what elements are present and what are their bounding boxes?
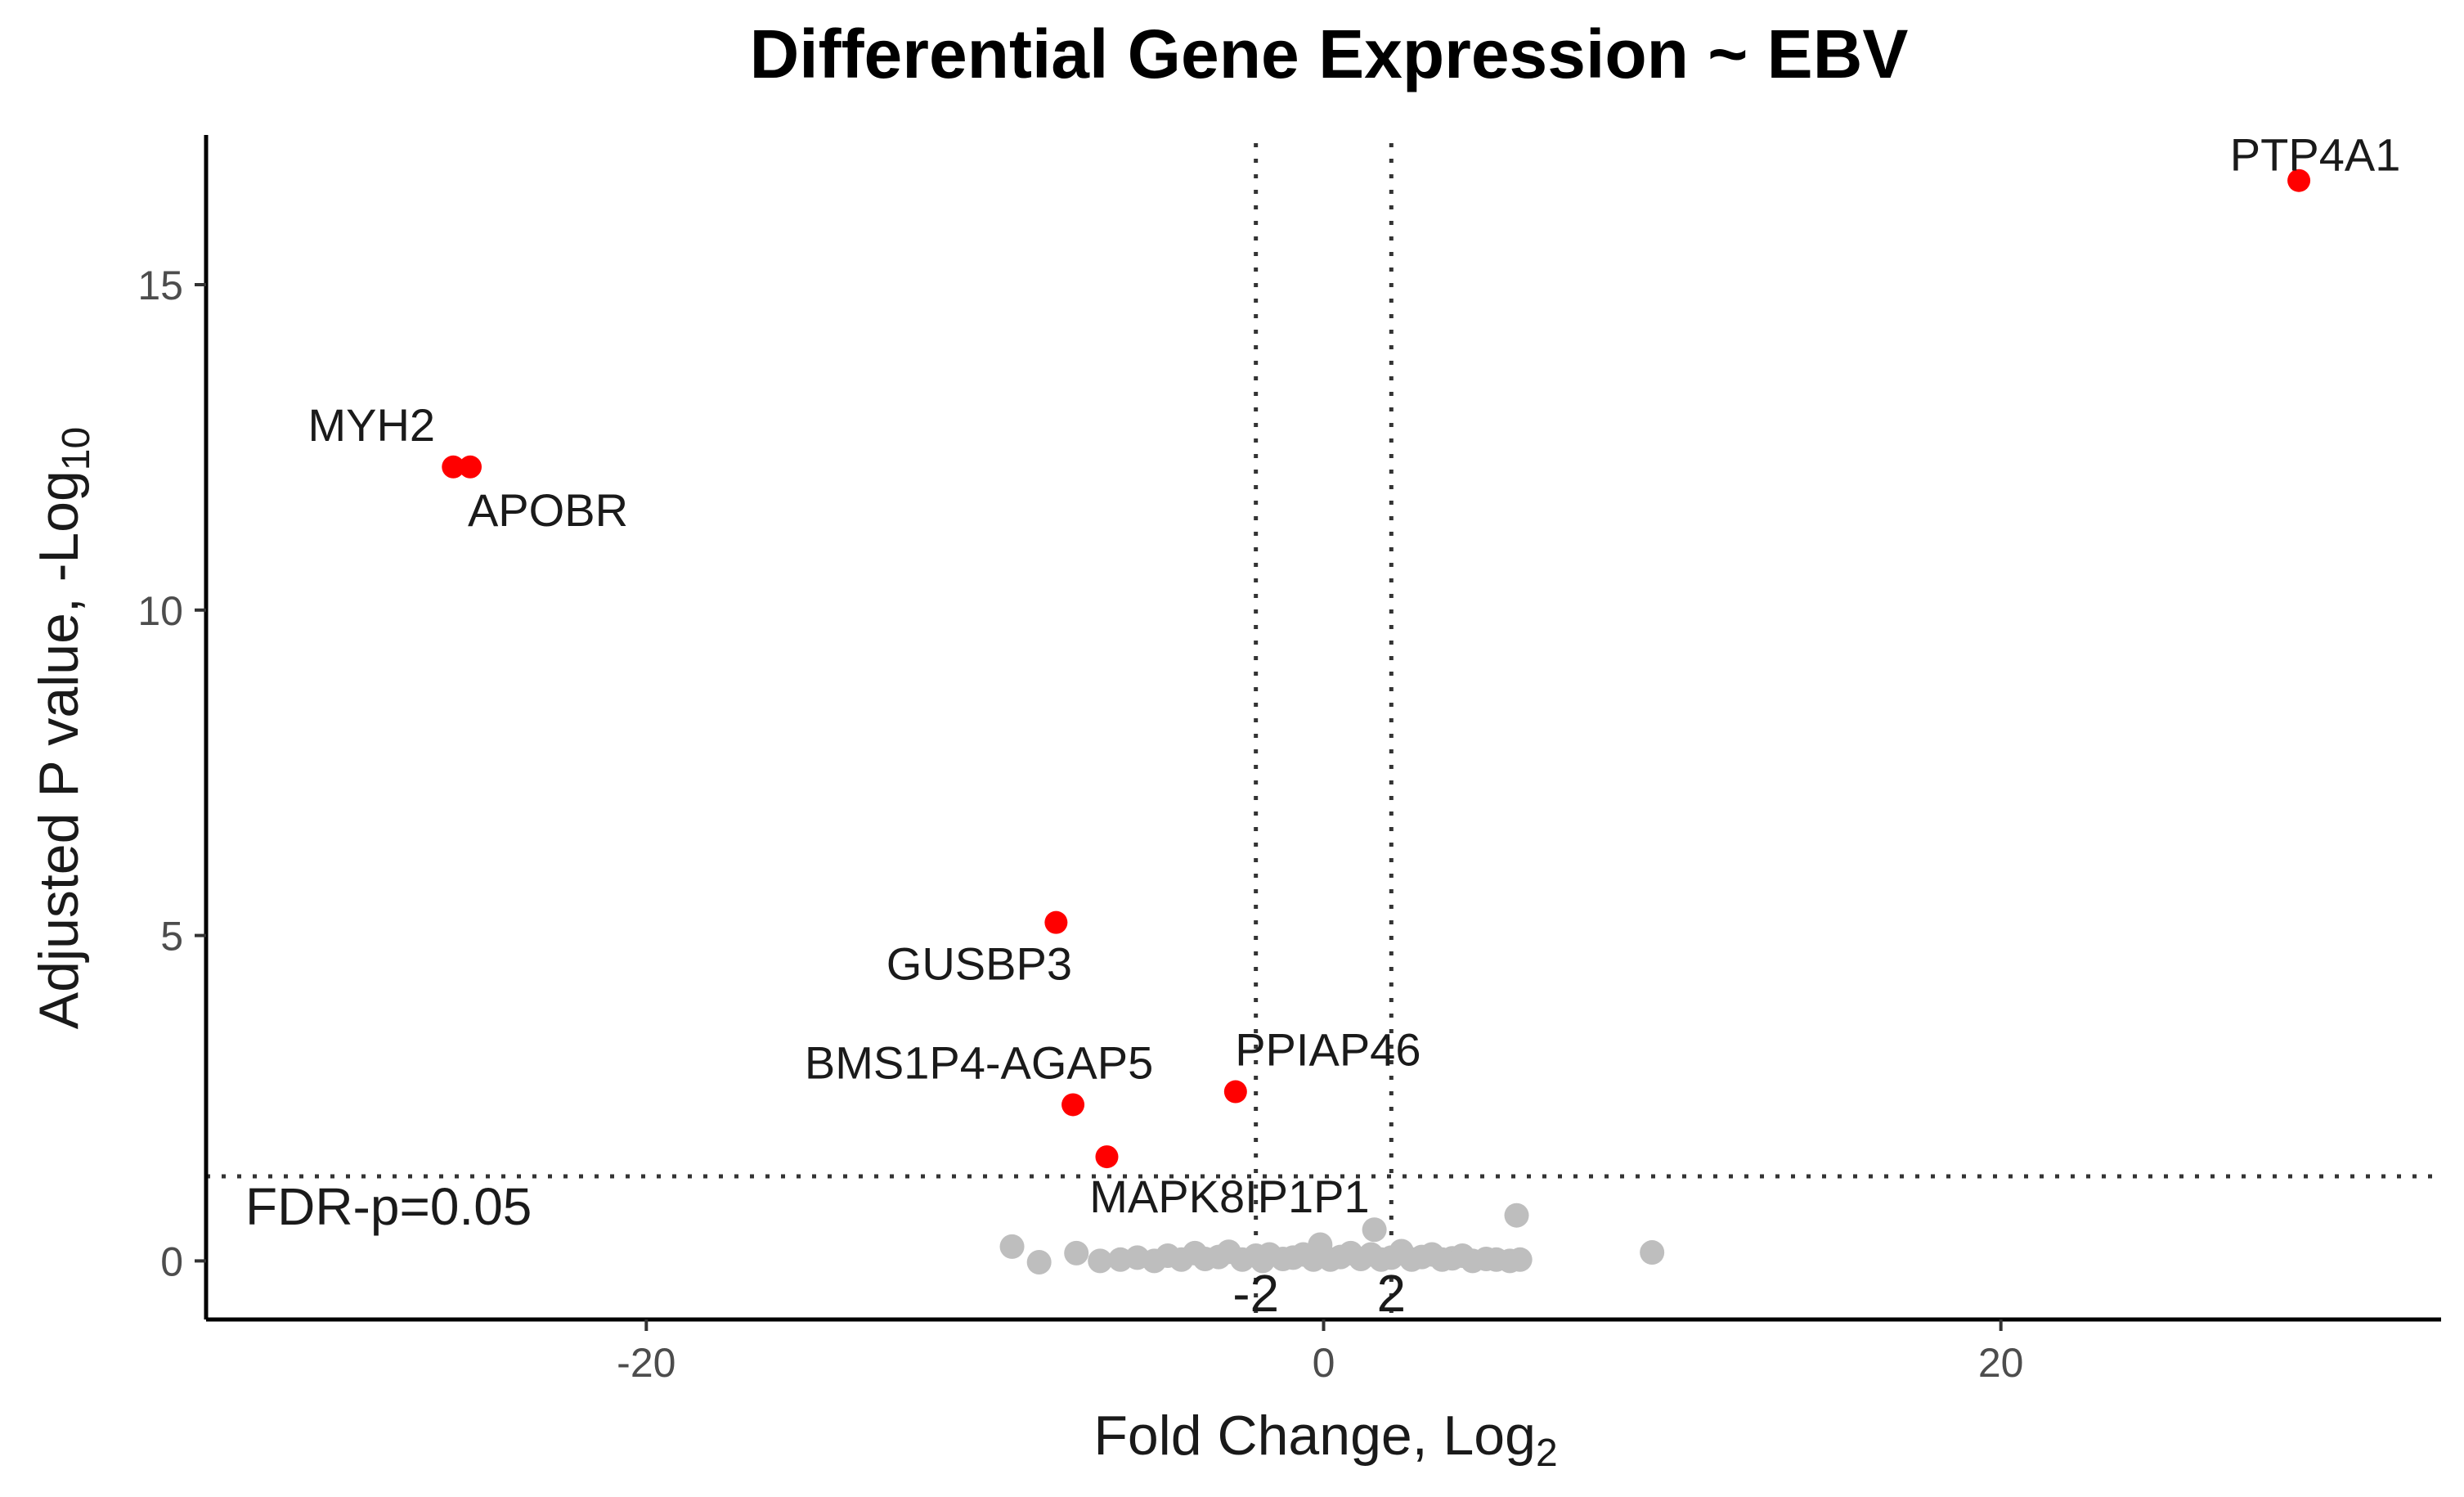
y-tick-label: 5 [160,914,183,960]
reference-lines: -2 2 FDR-p=0.05 [206,143,2441,1323]
x-tick-label: 20 [1978,1340,2024,1386]
data-point [1026,1249,1052,1274]
axes: -20 0 20 0 5 10 15 [137,135,2441,1386]
significant-points [442,169,2311,1169]
gene-label: GUSBP3 [886,938,1072,990]
y-axis-title-main: Adjusted P value, -Log [28,470,90,1029]
gene-label: MYH2 [307,399,435,451]
y-axis-title: Adjusted P value, -Log10 [28,427,98,1029]
data-point [999,1234,1025,1259]
gene-label: BMS1P4-AGAP5 [805,1036,1153,1088]
significant-data-point [1061,1093,1085,1117]
y-tick-label: 10 [137,588,183,634]
significant-data-point [1223,1080,1247,1104]
x-axis-title-subscript: 2 [1536,1432,1558,1475]
fdr-threshold-label: FDR-p=0.05 [245,1177,532,1236]
chart-title: Differential Gene Expression ~ EBV [750,16,1909,92]
y-tick-label: 0 [160,1239,183,1284]
data-point [1064,1240,1089,1265]
gene-label: PPIAP46 [1235,1024,1421,1076]
fc-threshold-label: -2 [1232,1264,1279,1323]
significant-data-point [2287,169,2311,192]
x-tick-label: -20 [617,1340,675,1386]
significant-data-point [458,455,482,479]
data-point [1640,1240,1665,1265]
gene-label: APOBR [468,484,628,536]
significant-data-point [442,455,465,479]
x-axis-title-main: Fold Change, Log [1093,1405,1536,1467]
gene-label: MAPK8IP1P1 [1089,1171,1369,1222]
y-axis-title-subscript: 10 [55,427,98,470]
significant-data-point [1095,1145,1119,1169]
x-axis-title: Fold Change, Log2 [1093,1405,1557,1475]
y-tick-label: 15 [137,263,183,308]
data-point [1362,1217,1387,1243]
nonsignificant-points [999,1203,1665,1274]
x-tick-label: 0 [1313,1340,1335,1386]
data-point [1504,1203,1529,1228]
gene-label: PTP4A1 [2230,129,2401,181]
data-point [1088,1248,1113,1274]
significant-data-point [1044,910,1068,934]
gene-labels: PTP4A1 MYH2 APOBR GUSBP3 PPIAP46 BMS1P4-AGAP5… [307,129,2400,1222]
data-point [1507,1247,1533,1272]
data-point [1250,1248,1275,1274]
fc-threshold-label: 2 [1377,1264,1407,1323]
